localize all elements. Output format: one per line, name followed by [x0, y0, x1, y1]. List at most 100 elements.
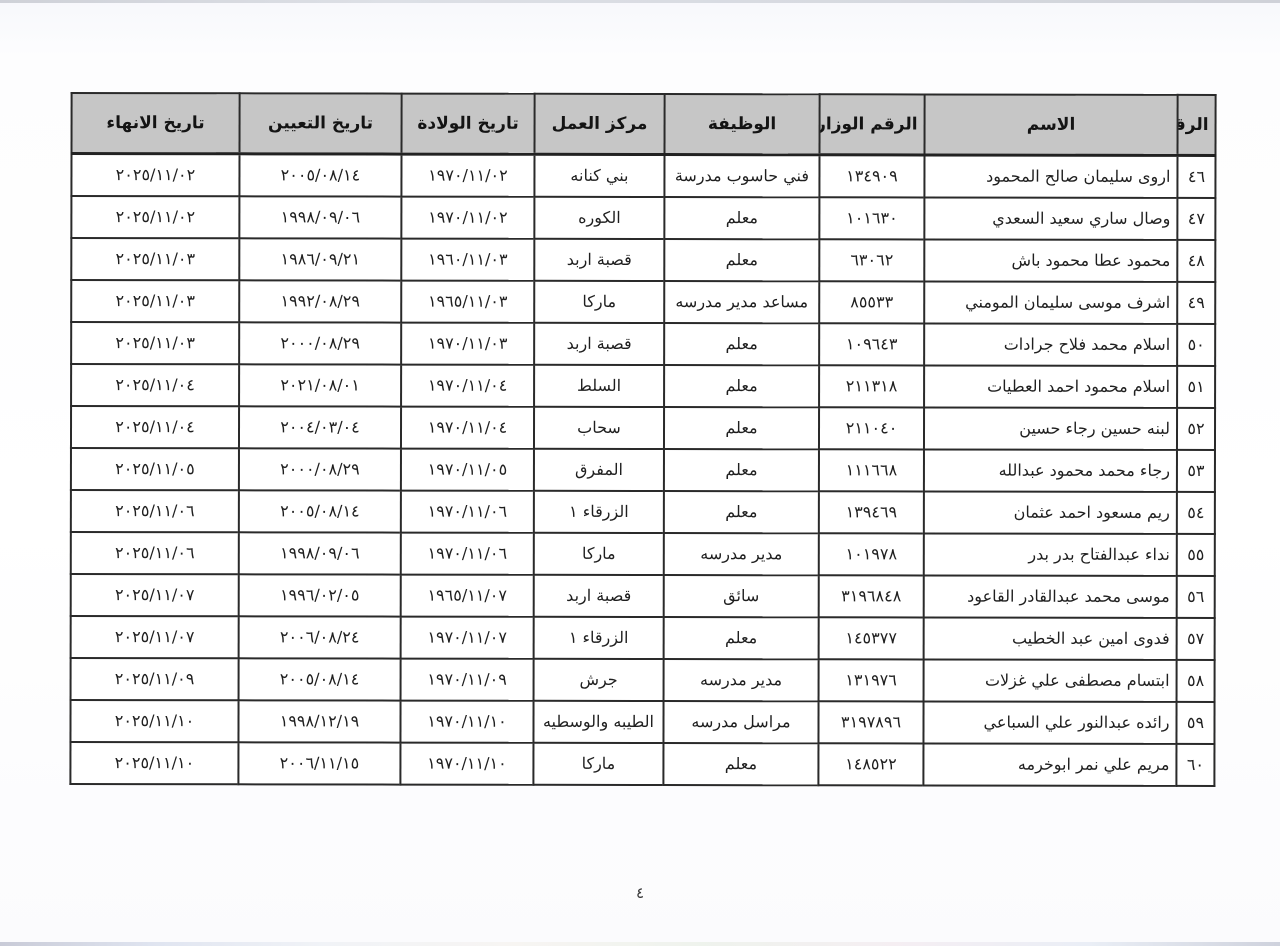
header-hire-date: تاريخ التعيين — [239, 93, 402, 155]
cell-work-center: ماركا — [533, 742, 664, 785]
cell-work-center: قصبة اربد — [534, 238, 665, 281]
cell-text: ١٩٩٢/٠٨/٢٩ — [280, 291, 361, 311]
cell-num: ٤٩ — [1177, 281, 1216, 324]
cell-text: ٢٠٢٥/١١/٠٧ — [114, 585, 195, 605]
cell-text: ريم مسعود احمد عثمان — [1013, 502, 1170, 522]
cell-text: ١٩٩٦/٠٢/٠٥ — [279, 585, 360, 605]
cell-work-center: السلط — [534, 364, 665, 407]
table-row: ٤٧ وصال ساري سعيد السعدي ١٠١٦٣٠ معلم الكوره ١… — [71, 195, 1216, 240]
cell-text: ٥١ — [1187, 376, 1205, 396]
cell-text: ماركا — [581, 753, 616, 773]
cell-ministry-no: ٣١٩٧٨٩٦ — [818, 700, 924, 743]
cell-text: ٦٠ — [1186, 754, 1205, 774]
cell-text: رائده عبدالنور علي السباعي — [983, 712, 1170, 732]
cell-text: ٢٠٢٥/١١/٠٤ — [115, 417, 195, 437]
cell-work-center: قصبة اربد — [533, 574, 664, 617]
table-row: ٥٥ نداء عبدالفتاح بدر بدر ١٠١٩٧٨ مدير مدرسه… — [70, 531, 1215, 576]
table-row: ٥٦ موسى محمد عبدالقادر القاعود ٣١٩٦٨٤٨ سائق… — [70, 573, 1215, 618]
cell-text: رجاء محمد محمود عبدالله — [998, 460, 1170, 480]
cell-text: ١٣٩٤٦٩ — [845, 502, 898, 522]
cell-text: ٣١٩٦٨٤٨ — [841, 586, 902, 606]
cell-num: ٥٤ — [1176, 491, 1215, 534]
cell-hire-date: ١٩٩٨/١٢/١٩ — [238, 699, 401, 743]
header-end-date: تاريخ الانهاء — [71, 93, 240, 154]
cell-text: جرش — [579, 669, 618, 689]
cell-job: مدير مدرسه — [663, 658, 819, 701]
cell-birth-date: ١٩٦٠/١١/٠٣ — [401, 238, 535, 281]
cell-job: معلم — [664, 196, 820, 239]
cell-text: ٢٠٢٥/١١/٠٦ — [115, 543, 195, 563]
cell-birth-date: ١٩٧٠/١١/٠٧ — [400, 616, 534, 659]
cell-text: وصال ساري سعيد السعدي — [992, 208, 1171, 228]
cell-text: المفرق — [574, 459, 623, 479]
cell-ministry-no: ٨٥٥٣٣ — [819, 280, 925, 323]
cell-text: قصبة اربد — [566, 333, 632, 353]
cell-text: معلم — [725, 418, 758, 438]
cell-text: ١٩٧٠/١١/٠٩ — [427, 669, 507, 689]
cell-text: ١٩٨٦/٠٩/٢١ — [280, 249, 361, 269]
cell-text: بني كنانه — [570, 166, 629, 186]
cell-text: ١٣١٩٧٦ — [845, 670, 897, 690]
cell-text: ٤٨ — [1187, 250, 1205, 270]
table-row: ٥٢ لبنه حسين رجاء حسين ٢١١٠٤٠ معلم سحاب ١٩٧٠/… — [70, 405, 1216, 450]
cell-text: معلم — [725, 208, 759, 228]
cell-hire-date: ١٩٨٦/٠٩/٢١ — [239, 237, 402, 281]
cell-birth-date: ١٩٧٠/١١/٠٦ — [400, 490, 534, 533]
cell-job: معلم — [663, 490, 819, 533]
table-row: ٥٣ رجاء محمد محمود عبدالله ١١١٦٦٨ معلم المفر… — [70, 447, 1215, 492]
cell-text: مريم علي نمر ابوخرمه — [1017, 754, 1170, 774]
cell-job: معلم — [664, 322, 820, 365]
cell-birth-date: ١٩٧٠/١١/١٠ — [400, 700, 534, 743]
cell-name: رائده عبدالنور علي السباعي — [923, 700, 1177, 744]
cell-ministry-no: ١٤٥٣٧٧ — [818, 616, 924, 659]
cell-work-center: قصبة اربد — [534, 322, 665, 365]
cell-birth-date: ١٩٧٠/١١/٠٥ — [400, 448, 534, 491]
cell-work-center: الزرقاء ١ — [533, 616, 664, 659]
cell-text: ٢٠٠٥/٠٨/١٤ — [280, 501, 360, 521]
cell-birth-date: ١٩٦٥/١١/٠٧ — [400, 574, 534, 617]
cell-text: ١٩٧٠/١١/٠٥ — [427, 459, 508, 479]
cell-hire-date: ١٩٩٨/٠٩/٠٦ — [238, 531, 401, 575]
cell-end-date: ٢٠٢٥/١١/٠٧ — [70, 615, 239, 658]
cell-text: ٢٠٠٦/١١/١٥ — [279, 753, 360, 773]
cell-hire-date: ١٩٩٦/٠٢/٠٥ — [238, 573, 401, 617]
cell-name: وصال ساري سعيد السعدي — [924, 196, 1178, 240]
cell-num: ٥٨ — [1176, 659, 1215, 702]
cell-text: ١٩٧٠/١١/٠٣ — [427, 333, 508, 353]
cell-num: ٤٨ — [1177, 239, 1216, 282]
cell-text: سائق — [723, 586, 760, 606]
cell-num: ٥١ — [1177, 365, 1216, 408]
cell-text: ٢٠٠٠/٠٨/٢٩ — [280, 333, 360, 353]
cell-text: الزرقاء ١ — [568, 627, 629, 647]
cell-text: ٥٨ — [1186, 670, 1205, 690]
cell-text: ٢٠٢٥/١١/١٠ — [114, 753, 195, 773]
cell-text: ٥٦ — [1187, 586, 1205, 606]
cell-text: قصبة اربد — [566, 249, 632, 269]
cell-text: ٢٠٢٥/١١/٠٥ — [115, 459, 195, 479]
header-num: الرقم — [1177, 94, 1216, 156]
page-number: ٤ — [635, 884, 645, 902]
cell-text: معلم — [724, 754, 758, 774]
cell-text: ٥٥ — [1187, 544, 1205, 564]
cell-text: ٨٥٥٣٣ — [850, 292, 894, 312]
cell-text: ابتسام مصطفى علي غزلات — [984, 670, 1170, 690]
cell-text: ماركا — [581, 543, 616, 563]
cell-name: مريم علي نمر ابوخرمه — [923, 742, 1177, 786]
cell-end-date: ٢٠٢٥/١١/٠٩ — [70, 657, 239, 700]
cell-num: ٦٠ — [1176, 743, 1215, 786]
cell-hire-date: ٢٠٢١/٠٨/٠١ — [239, 363, 402, 407]
cell-text: ٤٦ — [1187, 167, 1206, 187]
cell-text: الزرقاء ١ — [569, 501, 629, 521]
table-row: ٥٩ رائده عبدالنور علي السباعي ٣١٩٧٨٩٦ مراسل… — [70, 699, 1215, 744]
cell-text: ٢١١٣١٨ — [845, 376, 898, 396]
cell-text: ١٩٩٨/٠٩/٠٦ — [280, 543, 360, 563]
cell-birth-date: ١٩٧٠/١١/٠٣ — [401, 322, 535, 365]
cell-text: ٥٢ — [1187, 418, 1205, 438]
cell-text: ٤٩ — [1187, 292, 1205, 312]
table-row: ٥١ اسلام محمود احمد العطيات ٢١١٣١٨ معلم السل… — [71, 363, 1216, 408]
header-name: الاسم — [924, 94, 1178, 156]
cell-hire-date: ٢٠٠٤/٠٣/٠٤ — [238, 405, 402, 449]
cell-text: معلم — [725, 376, 758, 396]
cell-text: ١٩٧٠/١١/٠٢ — [428, 165, 508, 186]
cell-name: فدوى امين عبد الخطيب — [923, 616, 1177, 660]
